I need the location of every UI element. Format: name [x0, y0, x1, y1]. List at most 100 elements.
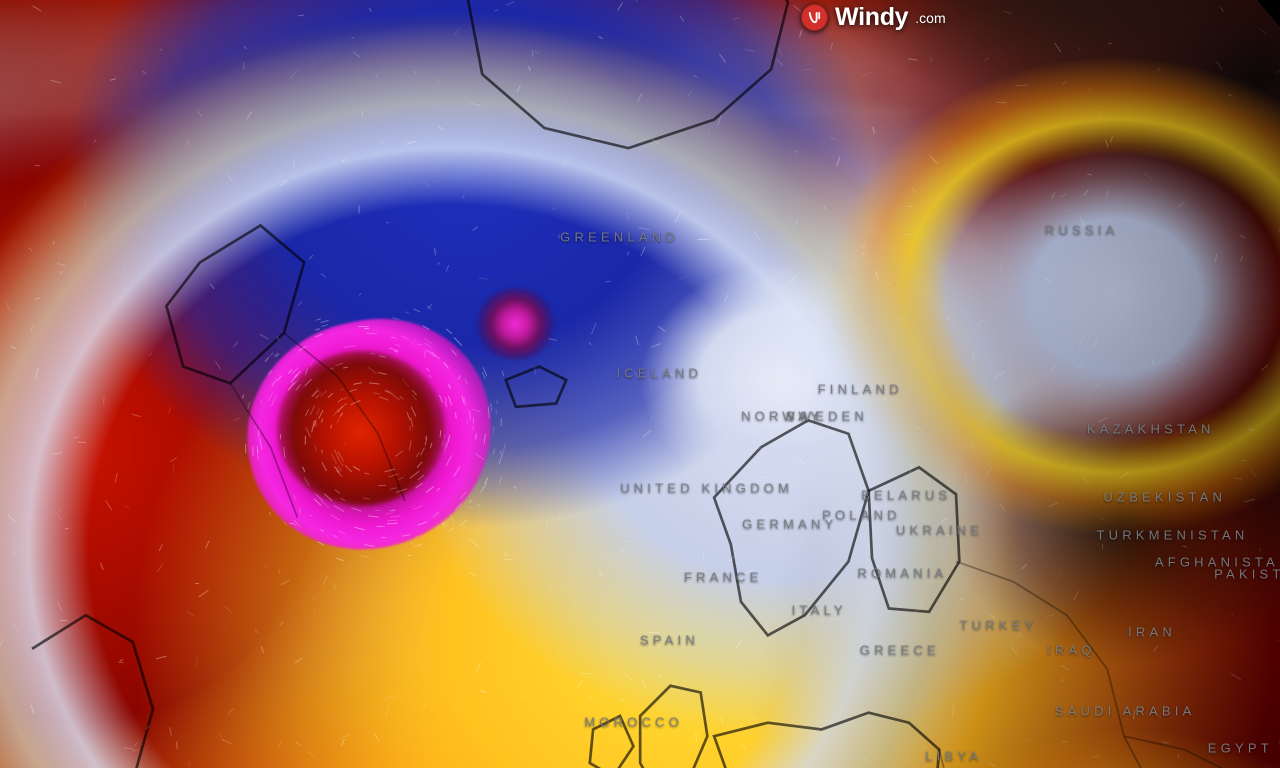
wind-streak [453, 466, 461, 477]
wind-streak [1276, 639, 1280, 641]
wind-streak [516, 85, 521, 93]
wind-streak [1080, 217, 1086, 229]
wind-streak [52, 240, 55, 245]
wind-streak [624, 672, 633, 680]
wind-streak [454, 705, 458, 710]
wind-streak [719, 53, 727, 63]
wind-streak [30, 704, 35, 714]
wind-streak [707, 125, 712, 138]
wind-streak [723, 294, 728, 303]
wind-streak [1086, 173, 1093, 177]
wind-streak [276, 375, 282, 382]
wind-streak [598, 571, 602, 578]
wind-streak [349, 565, 352, 570]
wind-streak [1144, 172, 1154, 181]
wind-streak [409, 541, 413, 545]
wind-streak [626, 251, 630, 256]
wind-streak [387, 473, 399, 478]
wind-streak [308, 254, 314, 260]
wind-streak [287, 382, 295, 391]
wind-streak [363, 544, 374, 548]
wind-streak [330, 513, 341, 521]
wind-streak [648, 414, 654, 426]
wind-streak [364, 328, 370, 330]
wind-streak [906, 206, 913, 208]
wind-streak [416, 343, 423, 347]
wind-streak [445, 328, 453, 335]
wind-streak [59, 620, 67, 622]
wind-streak [379, 396, 389, 401]
wind-streak [114, 472, 118, 484]
wind-streak [100, 563, 105, 571]
wind-streak [50, 80, 61, 84]
wind-streak [467, 505, 472, 509]
wind-streak [846, 662, 850, 666]
wind-streak [667, 619, 673, 623]
wind-streak [332, 582, 336, 590]
windy-logo[interactable]: Windy .com [801, 4, 946, 31]
wind-streak [620, 547, 626, 554]
wind-streak [170, 456, 178, 462]
wind-streak [327, 393, 334, 399]
wind-streak [912, 187, 917, 194]
wind-streak [900, 624, 903, 631]
wind-streak [18, 545, 24, 552]
wind-streak [367, 367, 378, 375]
wind-streak [776, 58, 784, 67]
wind-streak [297, 14, 304, 17]
wind-streak [421, 699, 429, 711]
wind-streak [1139, 462, 1144, 466]
wind-streak [352, 381, 362, 385]
wind-streak [736, 638, 744, 649]
wind-streak [317, 540, 325, 546]
wind-streak [624, 540, 629, 542]
wind-streak [438, 394, 443, 403]
wind-streak [947, 140, 952, 143]
wind-streak [477, 504, 482, 508]
wind-streak [410, 338, 417, 347]
wind-streak [72, 436, 80, 440]
wind-streak [411, 406, 417, 417]
wind-streak [871, 126, 875, 134]
wind-streak [696, 238, 709, 241]
wind-streak [986, 466, 992, 477]
wind-streak [1208, 336, 1212, 340]
wind-streak [435, 77, 442, 85]
wind-streak [280, 579, 291, 585]
wind-streak [790, 274, 797, 283]
wind-streak [227, 707, 234, 715]
wind-streak [51, 452, 63, 455]
wind-streak [1228, 93, 1234, 98]
wind-streak [548, 584, 555, 590]
wind-streak [1064, 209, 1070, 213]
wind-streak [304, 436, 306, 445]
wind-streak [1042, 275, 1052, 283]
wind-streak [369, 7, 372, 12]
wind-streak [826, 426, 833, 438]
wind-streak [727, 559, 732, 561]
wind-streak [1153, 645, 1159, 653]
wind-streak [900, 573, 907, 577]
wind-streak [12, 624, 20, 634]
wind-streak [448, 395, 453, 406]
wind-streak [987, 762, 997, 768]
wind-streak [353, 466, 361, 471]
wind-streak [1242, 459, 1247, 461]
wind-streak [636, 93, 643, 102]
wind-streak [343, 397, 348, 401]
wind-streak [1002, 10, 1013, 15]
wind-streak [707, 476, 710, 486]
wind-streak [664, 369, 674, 377]
wind-streak [305, 749, 315, 757]
wind-streak [376, 525, 383, 528]
wind-streak [339, 497, 346, 502]
wind-streak [552, 206, 558, 211]
wind-streak [1073, 590, 1080, 600]
wind-streak [955, 760, 960, 767]
wind-streak [1096, 515, 1106, 522]
brand-tld: .com [915, 9, 946, 26]
wind-streak [1091, 754, 1102, 759]
wind-streak [570, 602, 579, 613]
